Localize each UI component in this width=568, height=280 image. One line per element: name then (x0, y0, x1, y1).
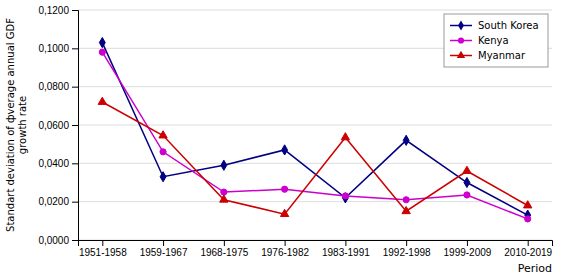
x-tick-label: 1983-1991 (322, 247, 370, 258)
x-tick-mark (467, 240, 468, 246)
marker (159, 131, 167, 138)
y-tick-mark (72, 10, 78, 11)
x-tick-mark (406, 240, 407, 246)
marker (99, 49, 105, 55)
series-markers (98, 97, 532, 216)
y-tick-label: 0,0800 (38, 81, 69, 92)
x-tick-label: 1951-1958 (79, 247, 127, 258)
legend-label: South Korea (478, 20, 539, 31)
marker (282, 186, 288, 192)
series-line (102, 43, 527, 216)
y-axis: 0,0000 0,0200 0,0400 0,0600 0,0800 0,1000 0,12… (38, 5, 78, 246)
x-tick-mark (102, 240, 103, 246)
y-tick: 0,0200 (38, 196, 78, 207)
y-axis-line (72, 11, 79, 241)
x-tick-mark (285, 240, 286, 246)
x-axis-title: Period (518, 262, 552, 275)
x-tick-label: 1992-1998 (383, 247, 431, 258)
x-tick-label: 2010-2019 (504, 247, 552, 258)
y-axis-title: Standart deviation of фverage annual GDF… (5, 18, 28, 232)
marker (403, 197, 409, 203)
x-tick-mark (528, 240, 529, 246)
x-axis-line (79, 241, 553, 247)
y-tick-label: 0,0400 (38, 158, 69, 169)
grid-line (78, 10, 552, 11)
x-tick-label: 1976-1982 (261, 247, 309, 258)
marker (402, 206, 410, 213)
marker (341, 133, 349, 140)
y-tick-mark (72, 48, 78, 49)
y-tick-label: 0,0000 (38, 235, 69, 246)
grid-line (78, 125, 552, 126)
marker (160, 172, 166, 182)
marker (524, 201, 532, 208)
y-tick: 0,0600 (38, 120, 78, 131)
x-axis: 1951-1958 1959-1967 1968-1975 1976-1982 1983… (79, 240, 553, 258)
x-tick: 1999-2009 (444, 240, 492, 258)
x-tick: 1992-1998 (383, 240, 431, 258)
series-line (102, 52, 527, 219)
x-tick-label: 1959-1967 (140, 247, 188, 258)
marker (463, 166, 471, 173)
legend: South Korea Kenya Myanmar (444, 14, 548, 67)
y-tick: 0,1000 (38, 43, 78, 54)
y-tick-mark (72, 202, 78, 203)
marker (99, 37, 105, 47)
marker (280, 209, 288, 216)
y-tick-label: 0,1000 (38, 43, 69, 54)
y-tick-mark (72, 240, 78, 241)
x-tick: 1976-1982 (261, 240, 309, 258)
marker (464, 177, 470, 187)
y-tick-label: 0,1200 (38, 5, 69, 16)
y-tick-mark (72, 87, 78, 88)
chart: 1951-1958 1959-1967 1968-1975 1976-1982 1983… (0, 0, 568, 280)
y-tick: 0,0800 (38, 81, 78, 92)
y-tick-mark (72, 125, 78, 126)
y-tick: 0,0400 (38, 158, 78, 169)
x-tick: 1983-1991 (322, 240, 370, 258)
x-tick: 1959-1967 (140, 240, 188, 258)
legend-item: South Korea (450, 20, 539, 31)
y-tick-mark (72, 163, 78, 164)
x-tick: 1968-1975 (200, 240, 248, 258)
y-axis-title-line: growth rate (17, 96, 28, 154)
legend-item: Kenya (450, 35, 509, 46)
y-tick: 0,1200 (38, 5, 78, 16)
y-tick: 0,0000 (38, 235, 78, 246)
x-tick: 2010-2019 (504, 240, 552, 258)
legend-label: Myanmar (478, 50, 526, 61)
y-axis-title-line: Standart deviation of фverage annual GDF (5, 18, 16, 232)
marker (220, 195, 228, 202)
grid-line (78, 163, 552, 164)
marker (98, 97, 106, 104)
legend-item: Myanmar (450, 50, 526, 61)
x-tick-mark (163, 240, 164, 246)
x-tick-label: 1968-1975 (200, 247, 248, 258)
legend-swatch-marker (457, 51, 465, 58)
marker (160, 149, 166, 155)
grid-line (78, 201, 552, 202)
series-line (102, 102, 527, 214)
legend-swatch-marker (458, 20, 464, 30)
y-tick-label: 0,0600 (38, 120, 69, 131)
marker (403, 135, 409, 145)
grid (78, 10, 552, 240)
marker (221, 160, 227, 170)
x-tick-mark (345, 240, 346, 246)
x-tick: 1951-1958 (79, 240, 127, 258)
y-tick-label: 0,0200 (38, 196, 69, 207)
legend-box (444, 14, 548, 67)
x-tick-mark (224, 240, 225, 246)
marker (342, 193, 348, 199)
marker (464, 192, 470, 198)
marker (282, 145, 288, 155)
plot: 1951-1958 1959-1967 1968-1975 1976-1982 1983… (5, 5, 553, 275)
legend-swatch-marker (458, 37, 464, 43)
series-markers (99, 49, 531, 222)
marker (525, 216, 531, 222)
legend-label: Kenya (478, 35, 509, 46)
marker (342, 193, 348, 203)
x-tick-label: 1999-2009 (444, 247, 492, 258)
grid-line (78, 86, 552, 87)
